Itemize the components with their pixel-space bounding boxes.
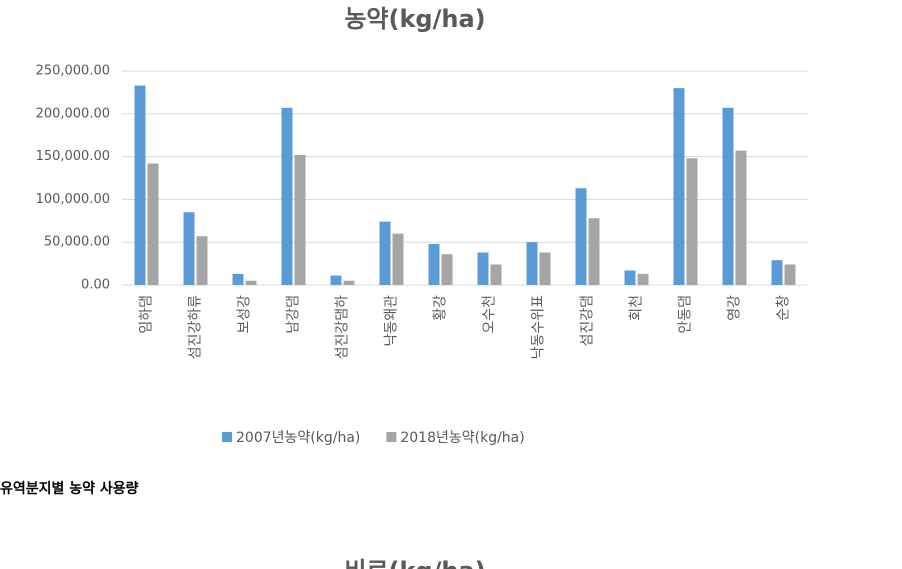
y-tick-label: 0.00 <box>81 278 110 293</box>
x-tick-label: 보성강 <box>237 295 253 334</box>
x-tick-label: 황강 <box>433 295 449 321</box>
bar <box>134 85 146 285</box>
bar <box>428 243 440 285</box>
y-tick-label: 50,000.00 <box>44 235 110 250</box>
x-tick-label: 낙동수위표 <box>531 295 547 360</box>
x-tick-label: 순창 <box>776 295 792 321</box>
bar <box>490 264 502 285</box>
bar <box>294 154 306 285</box>
bar <box>245 280 257 285</box>
bar <box>771 260 783 285</box>
bar <box>196 236 208 285</box>
x-tick-label: 섬진강하류 <box>188 295 204 360</box>
x-tick-label: 섬진강댐하 <box>335 295 351 360</box>
x-tick-label: 섬진강댐 <box>580 295 596 347</box>
bar <box>281 107 293 285</box>
y-tick-label: 100,000.00 <box>36 192 110 207</box>
bar <box>784 264 796 285</box>
bar <box>588 218 600 285</box>
bar <box>539 252 551 285</box>
bar <box>330 275 342 285</box>
caption: 유역분지별 농약 사용량 <box>0 480 139 497</box>
bar <box>183 212 195 285</box>
y-tick-label: 200,000.00 <box>36 106 110 121</box>
x-tick-label: 남강댐 <box>286 295 302 334</box>
x-tick-label: 낙동왜관 <box>384 295 400 347</box>
x-tick-label: 회천 <box>629 295 645 321</box>
legend-label: 2007년농약(kg/ha) <box>236 430 360 446</box>
bar <box>673 88 685 286</box>
bar <box>232 273 244 285</box>
legend-label: 2018년농약(kg/ha) <box>400 430 524 446</box>
bar <box>575 188 587 285</box>
bar <box>735 150 747 285</box>
bar <box>722 107 734 285</box>
next-chart-title: 비료(kg/ha) <box>344 557 485 569</box>
y-tick-label: 150,000.00 <box>36 149 110 164</box>
x-tick-label: 오수천 <box>482 295 498 334</box>
bar <box>624 270 636 285</box>
bar <box>637 273 649 285</box>
bar <box>392 233 404 285</box>
legend-swatch <box>386 432 397 442</box>
bar <box>686 158 698 285</box>
bar <box>441 254 453 285</box>
y-tick-label: 250,000.00 <box>36 64 110 79</box>
chart-title: 농약(kg/ha) <box>344 5 485 33</box>
bar <box>147 163 159 285</box>
bar <box>526 242 538 285</box>
legend-swatch <box>222 432 232 442</box>
x-tick-label: 임하댐 <box>139 295 155 334</box>
bar <box>343 280 355 285</box>
bar <box>477 252 489 285</box>
x-tick-label: 영강 <box>727 295 743 321</box>
bar <box>379 221 391 285</box>
x-tick-label: 안동댐 <box>678 295 694 334</box>
